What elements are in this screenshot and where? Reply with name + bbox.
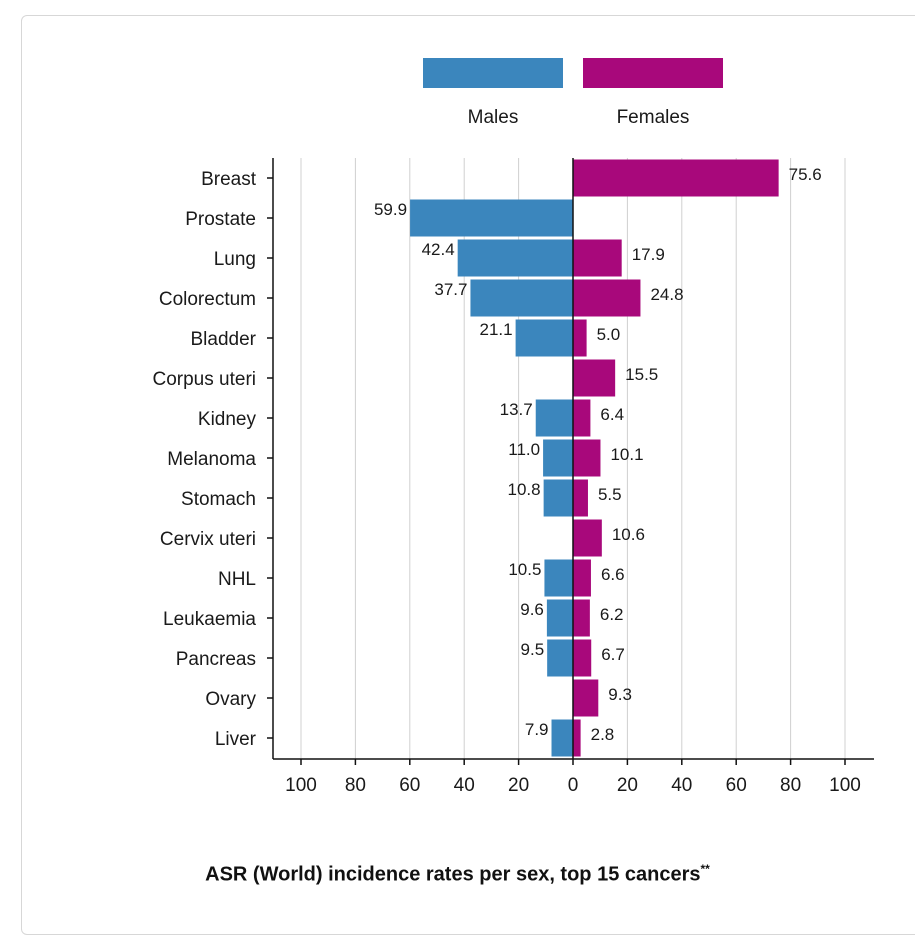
value-label-females: 10.6 — [612, 525, 645, 544]
value-label-females: 24.8 — [650, 285, 683, 304]
category-label: Breast — [201, 169, 257, 190]
x-tick-label: 100 — [829, 775, 861, 796]
bar-females — [573, 319, 587, 357]
legend-label-females: Females — [617, 107, 690, 128]
category-label: Lung — [214, 249, 256, 270]
value-label-females: 6.2 — [600, 605, 624, 624]
bar-males — [457, 239, 573, 277]
x-tick-label: 60 — [399, 775, 420, 796]
legend-label-males: Males — [468, 107, 519, 128]
gridlines — [300, 158, 846, 759]
category-label: Kidney — [198, 409, 257, 430]
bar-males — [547, 639, 573, 677]
bar-males — [551, 719, 573, 757]
bar-males — [543, 439, 573, 477]
bar-males — [470, 279, 573, 317]
category-label: Ovary — [205, 689, 256, 710]
bar-females — [573, 159, 779, 197]
value-label-females: 75.6 — [789, 165, 822, 184]
value-label-males: 37.7 — [434, 280, 467, 299]
value-label-females: 10.1 — [610, 445, 643, 464]
value-label-males: 7.9 — [525, 720, 549, 739]
category-label: Leukaemia — [163, 609, 256, 630]
bar-males — [543, 479, 573, 517]
axes — [267, 158, 874, 765]
value-label-males: 13.7 — [500, 400, 533, 419]
bar-males — [410, 199, 573, 237]
chart-svg: Breast 75.6 Prostate 59.9 Lung 42.4 17.9 Colore… — [153, 58, 874, 796]
x-tick-label: 100 — [285, 775, 317, 796]
x-tick-label: 20 — [508, 775, 529, 796]
bar-females — [573, 239, 622, 277]
bar-females — [573, 439, 601, 477]
x-tick-label: 0 — [568, 775, 579, 796]
legend: Males Females — [423, 58, 723, 128]
category-label: Bladder — [191, 329, 257, 350]
x-tick-label: 40 — [454, 775, 475, 796]
bar-females — [573, 279, 641, 317]
category-label: Melanoma — [167, 449, 256, 470]
value-label-females: 6.7 — [601, 645, 625, 664]
category-label: NHL — [218, 569, 256, 590]
legend-swatch-males — [423, 58, 563, 88]
bar-females — [573, 479, 588, 517]
x-tick-label: 40 — [671, 775, 692, 796]
value-label-females: 17.9 — [632, 245, 665, 264]
value-label-females: 6.4 — [600, 405, 624, 424]
bar-females — [573, 599, 590, 637]
bar-females — [573, 359, 616, 397]
legend-swatch-females — [583, 58, 723, 88]
bars — [410, 159, 779, 757]
value-label-males: 42.4 — [422, 240, 455, 259]
value-label-males: 10.8 — [508, 480, 541, 499]
category-label: Pancreas — [176, 649, 256, 670]
value-label-males: 59.9 — [374, 200, 407, 219]
category-label: Corpus uteri — [153, 369, 257, 390]
bar-females — [573, 639, 592, 677]
value-label-females: 2.8 — [591, 725, 615, 744]
bar-females — [573, 679, 599, 717]
x-tick-label: 80 — [345, 775, 366, 796]
value-label-females: 9.3 — [608, 685, 632, 704]
value-label-males: 10.5 — [508, 560, 541, 579]
x-tick-label: 80 — [780, 775, 801, 796]
bar-males — [515, 319, 573, 357]
value-label-females: 5.0 — [597, 325, 621, 344]
bar-females — [573, 399, 591, 437]
chart-title: ASR (World) incidence rates per sex, top… — [205, 862, 710, 886]
value-label-males: 9.6 — [520, 600, 544, 619]
value-label-females: 5.5 — [598, 485, 622, 504]
labels: Breast 75.6 Prostate 59.9 Lung 42.4 17.9 Colore… — [153, 165, 861, 796]
bar-females — [573, 519, 602, 557]
bar-males — [544, 559, 573, 597]
bar-males — [535, 399, 573, 437]
category-label: Prostate — [185, 209, 256, 230]
value-label-females: 6.6 — [601, 565, 625, 584]
x-tick-label: 60 — [726, 775, 747, 796]
category-label: Stomach — [181, 489, 256, 510]
category-label: Colorectum — [159, 289, 256, 310]
category-label: Liver — [215, 729, 257, 750]
bar-females — [573, 559, 591, 597]
bar-males — [546, 599, 573, 637]
x-tick-label: 20 — [617, 775, 638, 796]
value-label-males: 9.5 — [521, 640, 545, 659]
category-label: Cervix uteri — [160, 529, 256, 550]
value-label-males: 11.0 — [508, 440, 540, 459]
value-label-males: 21.1 — [480, 320, 513, 339]
bar-females — [573, 719, 581, 757]
value-label-females: 15.5 — [625, 365, 658, 384]
